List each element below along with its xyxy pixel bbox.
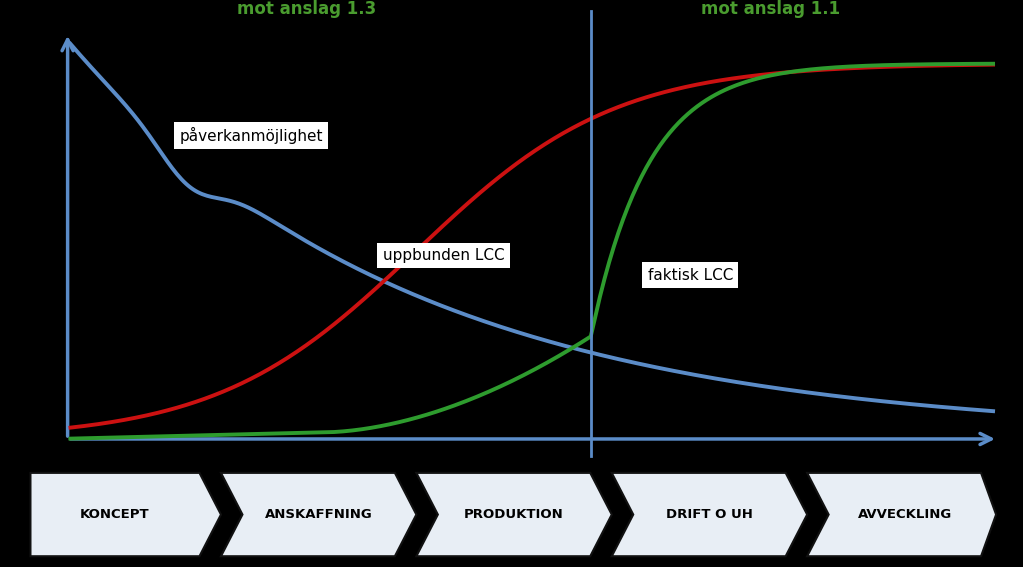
Text: Verkligt kostnadsutfall
mot anslag 1.1: Verkligt kostnadsutfall mot anslag 1.1 — [664, 0, 878, 18]
Text: Verkligt kostnadsutfall
mot anslag 1.3: Verkligt kostnadsutfall mot anslag 1.3 — [201, 0, 413, 18]
Polygon shape — [221, 473, 416, 556]
Polygon shape — [31, 473, 221, 556]
Text: AVVECKLING: AVVECKLING — [857, 508, 952, 521]
Text: KONCEPT: KONCEPT — [80, 508, 149, 521]
Text: påverkanmöjlighet: påverkanmöjlighet — [179, 127, 323, 144]
Text: uppbunden LCC: uppbunden LCC — [383, 248, 504, 263]
Text: ANSKAFFNING: ANSKAFFNING — [265, 508, 372, 521]
Polygon shape — [416, 473, 612, 556]
Text: PRODUKTION: PRODUKTION — [464, 508, 564, 521]
Polygon shape — [612, 473, 807, 556]
Text: faktisk LCC: faktisk LCC — [648, 268, 733, 283]
Text: DRIFT O UH: DRIFT O UH — [666, 508, 753, 521]
Polygon shape — [807, 473, 996, 556]
